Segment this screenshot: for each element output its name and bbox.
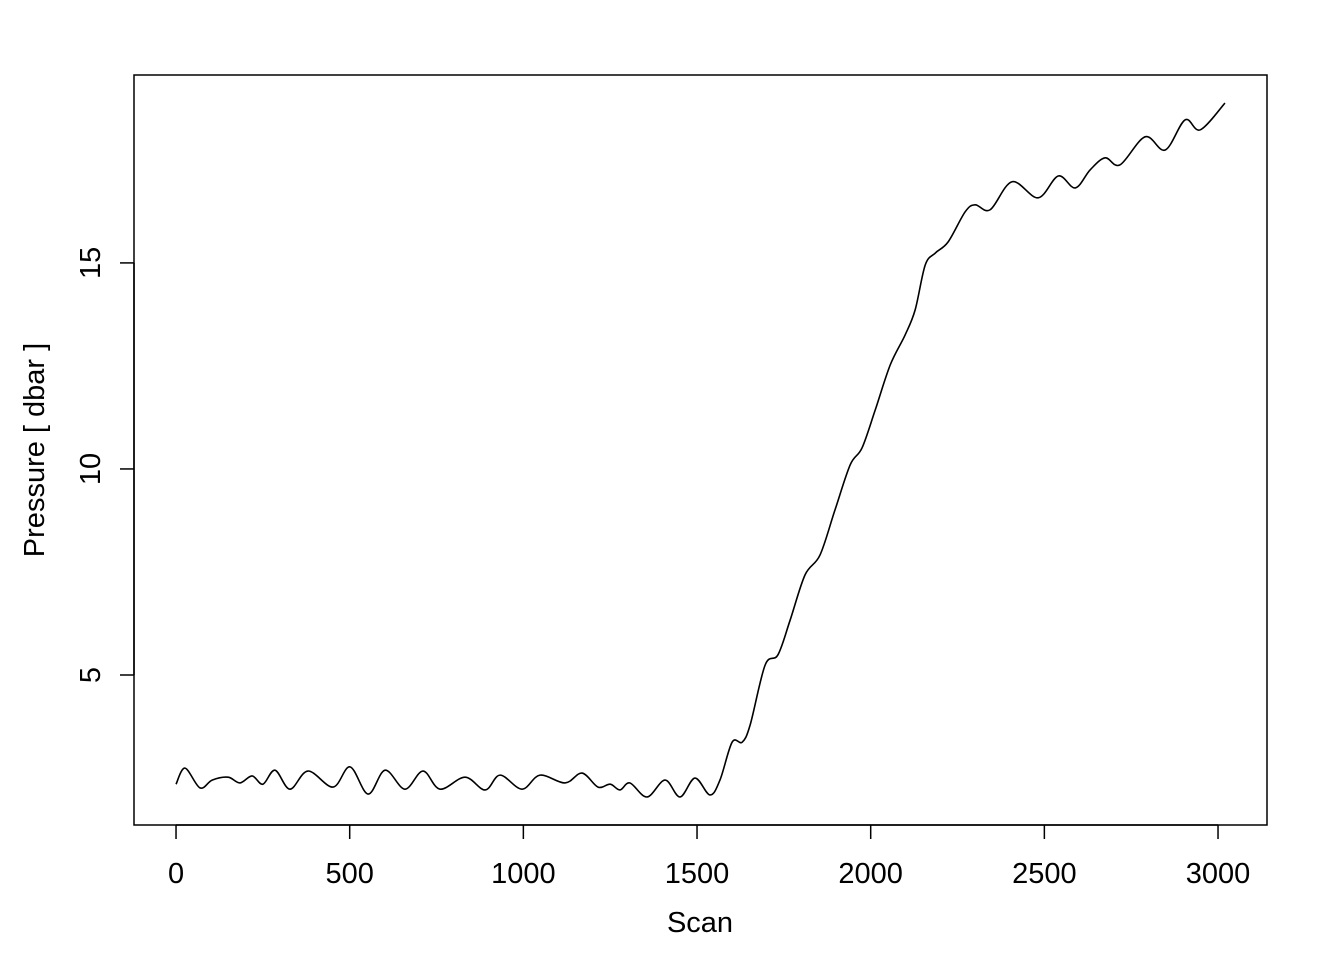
x-tick-label: 500: [325, 858, 373, 890]
x-axis-label: Scan: [667, 907, 733, 939]
y-tick-label: 5: [75, 667, 107, 683]
x-tick-label: 0: [168, 858, 184, 890]
x-tick-label: 2000: [838, 858, 903, 890]
y-tick-label: 10: [75, 453, 107, 485]
series-line: [175, 102, 1226, 798]
x-axis: 0 500 1000 1500 2000 2500 3000: [168, 824, 1251, 890]
x-tick-label: 1500: [665, 858, 730, 890]
y-tick-label: 15: [75, 247, 107, 279]
y-axis-label: Pressure [ dbar ]: [19, 343, 51, 557]
x-tick-label: 2500: [1012, 858, 1077, 890]
y-axis: 5 10 15: [75, 247, 135, 683]
x-tick-label: 1000: [491, 858, 556, 890]
x-tick-label: 3000: [1186, 858, 1251, 890]
plot-box: [133, 74, 1268, 826]
